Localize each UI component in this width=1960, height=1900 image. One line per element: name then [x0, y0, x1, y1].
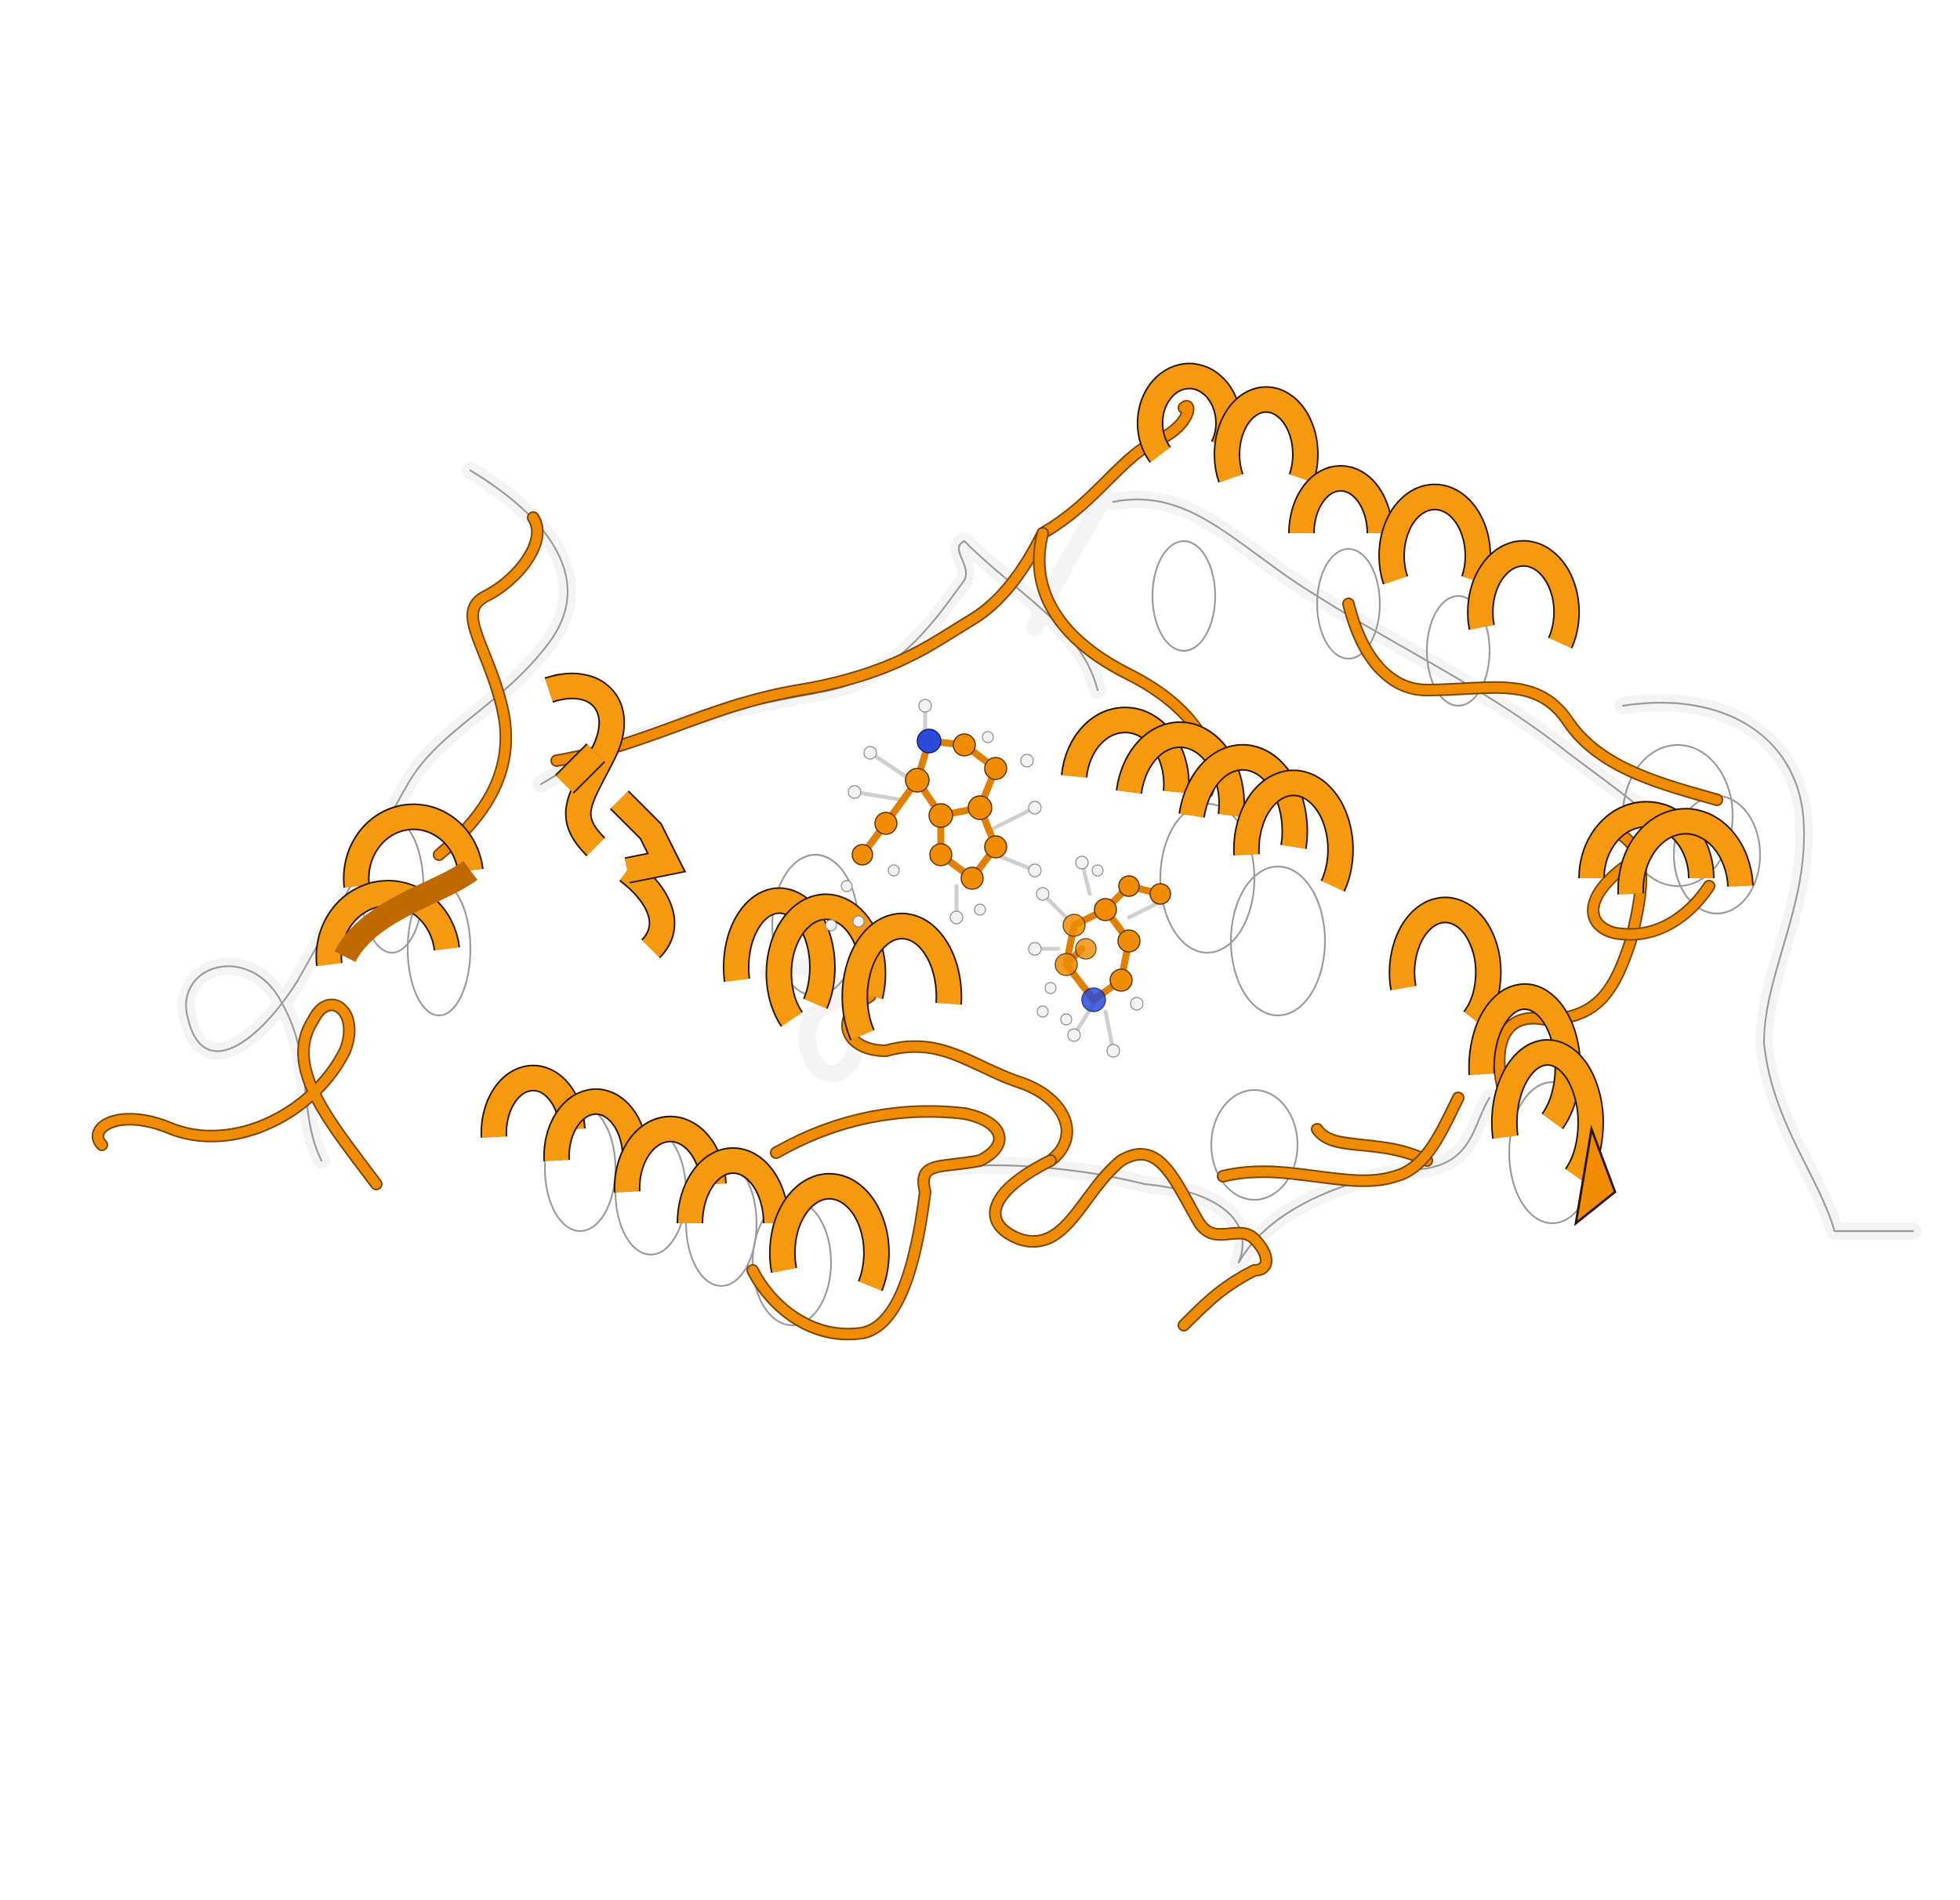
ligand-left: [825, 699, 1042, 932]
model-helix-g: [1578, 801, 1754, 895]
model-helix-d: [480, 1064, 890, 1291]
model-helix-f: [1136, 362, 1581, 648]
model-helix-e: [1061, 707, 1354, 892]
model-structure: [91, 362, 1754, 1341]
model-helix-i: [554, 743, 687, 884]
ligand-left-atoms: [825, 699, 1042, 932]
model-helix-h: [1388, 896, 1617, 1226]
nitrogen-atom: [1081, 987, 1106, 1012]
nitrogen-atom: [916, 728, 942, 754]
ligand-right: [1028, 856, 1171, 1058]
model-helix-a: [315, 803, 484, 966]
reference-helices: [359, 539, 1762, 1327]
ligand-right-atoms: [1028, 856, 1171, 1058]
model-helix-c: [722, 887, 963, 1041]
